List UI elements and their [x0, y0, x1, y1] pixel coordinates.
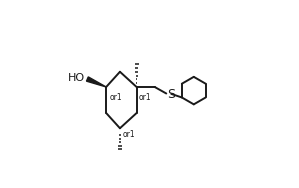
- Polygon shape: [86, 77, 106, 87]
- Text: HO: HO: [68, 73, 85, 83]
- Text: or1: or1: [123, 130, 135, 139]
- Text: or1: or1: [138, 93, 151, 102]
- Text: S: S: [167, 88, 175, 101]
- Text: or1: or1: [109, 93, 122, 102]
